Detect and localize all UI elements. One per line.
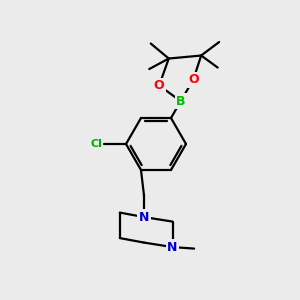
Text: N: N <box>167 241 178 254</box>
Text: B: B <box>176 94 185 108</box>
Text: Cl: Cl <box>90 139 102 149</box>
Text: O: O <box>188 73 199 86</box>
Text: O: O <box>154 79 164 92</box>
Text: N: N <box>139 211 149 224</box>
